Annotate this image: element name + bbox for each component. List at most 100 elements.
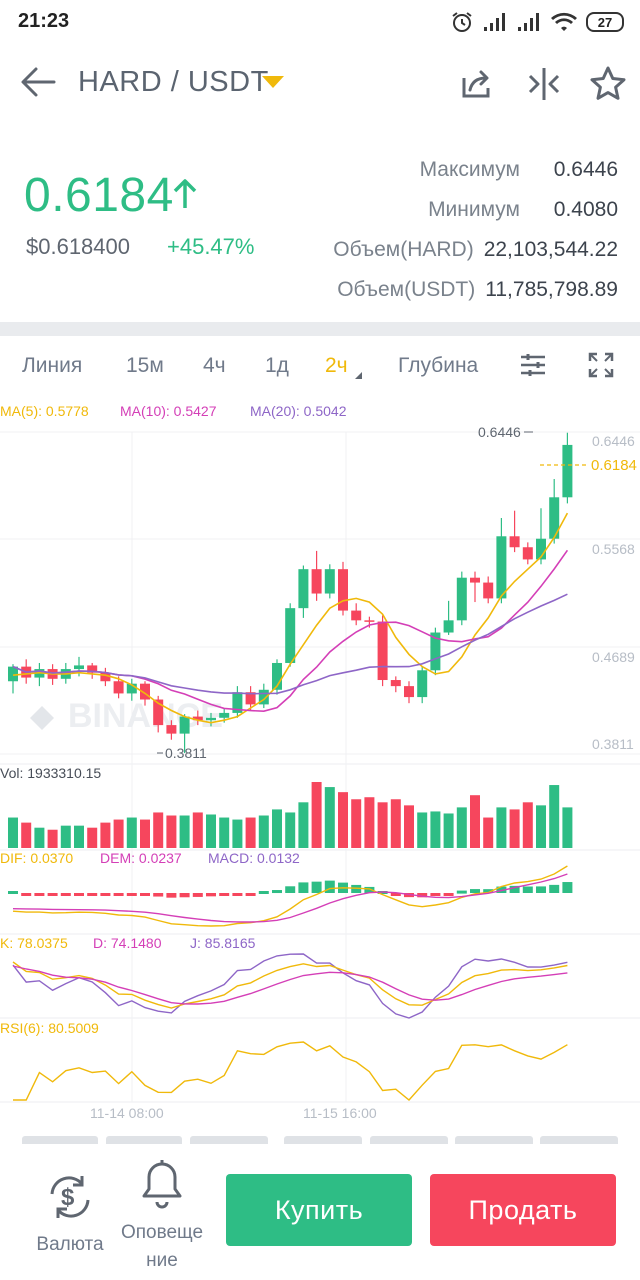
- macd-bar: [562, 882, 573, 893]
- volume-bar: [443, 813, 454, 848]
- kline-chart[interactable]: BINANCE MA(5): 0.5778 MA(10): 0.5427 MA(…: [0, 396, 640, 1128]
- pair-dropdown-caret-icon[interactable]: [262, 76, 284, 88]
- macd-bar: [324, 880, 335, 893]
- pair-title[interactable]: HARD / USDT: [78, 66, 269, 98]
- candle-body: [351, 610, 362, 621]
- candle-body: [390, 680, 401, 687]
- currency-exchange-icon: $: [50, 1176, 90, 1218]
- macd-bar: [549, 884, 560, 893]
- volume-bar: [8, 817, 18, 848]
- volume-bar: [536, 805, 546, 848]
- macd-bar: [456, 890, 467, 894]
- currency-label: Валюта: [36, 1234, 104, 1255]
- tab-1d[interactable]: 1д: [265, 354, 289, 377]
- volume-bar: [351, 799, 362, 848]
- volume-bar: [87, 827, 98, 848]
- battery-icon: 27: [586, 12, 624, 32]
- buy-button[interactable]: Купить: [226, 1174, 412, 1246]
- ma20-label: MA(20): 0.5042: [250, 403, 347, 419]
- macd-bar: [245, 893, 256, 896]
- price-change-percent: +45.47%: [167, 234, 255, 259]
- ma20-line: [12, 593, 568, 695]
- stat-label: Объем(HARD): [333, 238, 474, 261]
- macd-bar: [522, 886, 533, 893]
- sell-button[interactable]: Продать: [430, 1174, 616, 1246]
- k-line: [12, 961, 568, 1009]
- candle-body: [549, 497, 560, 539]
- tab-4h[interactable]: 4ч: [203, 354, 226, 377]
- time-label: 11-15 16:00: [303, 1105, 377, 1121]
- alerts-button[interactable]: Оповеще ние: [116, 1158, 208, 1275]
- price-up-arrow-icon: [173, 179, 197, 208]
- macd-bar: [113, 893, 124, 896]
- current-price-tag: 0.6184: [591, 457, 637, 474]
- svg-text:$: $: [61, 1184, 75, 1211]
- currency-switch-button[interactable]: $ Валюта: [30, 1172, 110, 1259]
- macd-bar: [258, 891, 269, 894]
- candle-body: [219, 712, 230, 718]
- candle-body: [100, 672, 111, 682]
- volume-bar: [496, 807, 507, 848]
- tab-2h[interactable]: 2ч: [325, 354, 348, 377]
- time-label: 11-14 08:00: [90, 1105, 164, 1121]
- volume-bar: [245, 817, 256, 848]
- strip-segment: [455, 1136, 533, 1144]
- watermark: BINANCE: [30, 697, 223, 735]
- volume-bar: [140, 819, 150, 848]
- volume-bar: [192, 812, 203, 848]
- candle-body: [87, 665, 98, 673]
- volume-bar: [522, 802, 533, 848]
- volume-bar: [338, 792, 348, 848]
- volume-bar: [113, 819, 124, 848]
- stat-value: 22,103,544.22: [483, 238, 618, 261]
- kline-svg[interactable]: BINANCE MA(5): 0.5778 MA(10): 0.5427 MA(…: [0, 396, 640, 1128]
- macd-bar: [364, 886, 375, 893]
- share-icon[interactable]: [456, 64, 496, 104]
- volume-bar: [34, 827, 45, 848]
- tab-depth[interactable]: Глубина: [398, 354, 479, 377]
- alerts-label: Оповеще ние: [120, 1222, 204, 1271]
- indicator-settings-icon[interactable]: [518, 350, 548, 380]
- volume-label: Vol: 1933310.15: [0, 765, 101, 781]
- tab-active-corner-icon: [355, 372, 362, 379]
- wifi-icon: [551, 12, 577, 31]
- macd-bar: [47, 893, 58, 896]
- candle-body: [232, 692, 243, 713]
- section-divider: [0, 322, 640, 336]
- tab-line[interactable]: Линия: [22, 354, 83, 377]
- ticker-stats: Максимум 0.6446 Минимум 0.4080 Объем(HAR…: [333, 150, 618, 310]
- volume-bar: [549, 785, 560, 848]
- volume-bar: [100, 822, 111, 848]
- signal-icon-2: [518, 13, 539, 31]
- macd-bar: [417, 893, 428, 898]
- fullscreen-icon[interactable]: [586, 350, 616, 380]
- volume-bar: [285, 812, 296, 848]
- macd-bar: [430, 893, 441, 896]
- macd-bar: [87, 893, 98, 896]
- candle-body: [140, 683, 150, 700]
- volume-bar: [21, 822, 32, 848]
- low-marker: 0.3811: [165, 745, 207, 761]
- k-label: K: 78.0375: [0, 935, 68, 951]
- favorite-star-icon[interactable]: [588, 64, 628, 104]
- candle-body: [311, 569, 322, 594]
- tab-15m[interactable]: 15м: [126, 354, 164, 377]
- volume-bar: [470, 795, 480, 848]
- candle-body: [404, 686, 414, 698]
- axis-label: 0.3811: [592, 736, 634, 752]
- macd-bar: [140, 893, 150, 896]
- candle-body: [258, 689, 269, 705]
- alarm-icon: [452, 12, 472, 32]
- volume-bar: [298, 802, 309, 848]
- compare-icon[interactable]: [524, 64, 564, 104]
- j-label: J: 85.8165: [190, 935, 256, 951]
- macd-bar: [390, 893, 401, 896]
- macd-bar: [285, 886, 296, 893]
- stat-high: Максимум 0.6446: [333, 150, 618, 190]
- macd-bar: [8, 891, 18, 894]
- back-arrow-icon[interactable]: [18, 62, 58, 102]
- strip-segment: [540, 1136, 618, 1144]
- candle-body: [285, 608, 296, 663]
- macd-bar: [206, 893, 216, 897]
- candle-body: [8, 666, 18, 682]
